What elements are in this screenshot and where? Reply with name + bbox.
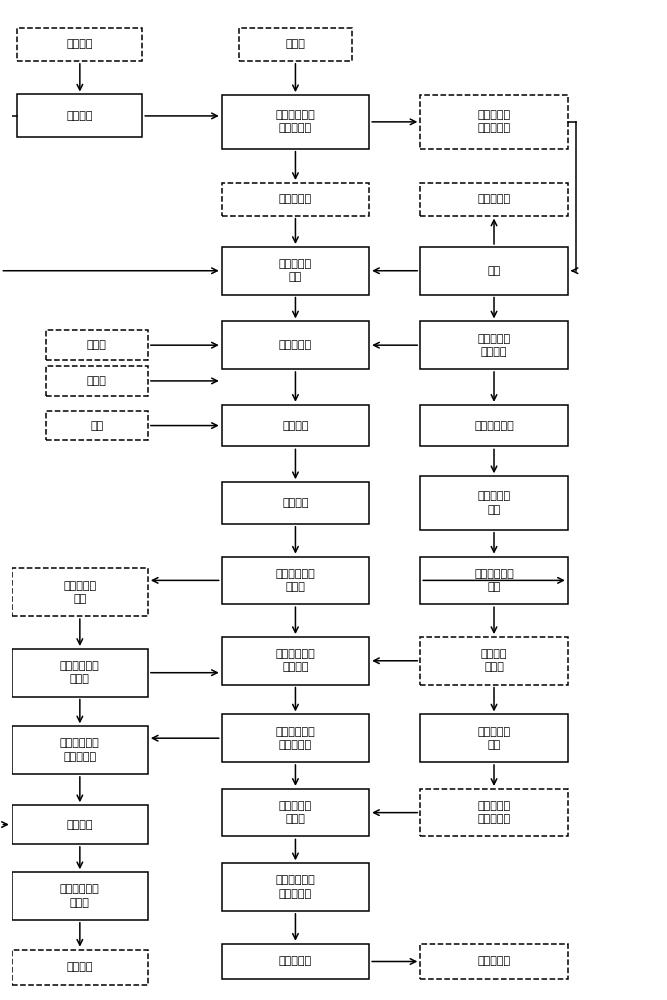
Bar [46,366,148,396]
Bar [17,28,142,61]
Bar [221,789,370,836]
Bar [17,94,142,137]
Bar [420,95,568,149]
Text: 碱浸及常压
脱硅: 碱浸及常压 脱硅 [279,259,312,282]
Text: 熟料烧结: 熟料烧结 [282,421,309,431]
Text: 低硅氢氧化钠
稀溶液蒸发: 低硅氢氧化钠 稀溶液蒸发 [60,738,100,762]
Text: 水热合成硬
硅钙石: 水热合成硬 硅钙石 [279,801,312,824]
Bar [239,28,352,61]
Text: 硅灰石煅烧: 硅灰石煅烧 [279,956,312,966]
Text: 化学选矿及固
液分离洗涤: 化学选矿及固 液分离洗涤 [275,110,315,133]
Bar [221,183,370,216]
Bar [420,321,568,369]
Text: 石灰石: 石灰石 [87,340,107,350]
Text: 含硅铝酸钠
溶液: 含硅铝酸钠 溶液 [63,581,97,604]
Text: 选矿溶剂: 选矿溶剂 [67,111,93,121]
Text: 氢氧化钠: 氢氧化钠 [67,39,93,49]
Text: 硅酸钠溶液
精制: 硅酸钠溶液 精制 [478,727,510,750]
Bar [221,247,370,295]
Bar [420,557,568,604]
Text: 硅酸二钙分离
及洗涤: 硅酸二钙分离 及洗涤 [275,569,315,592]
Bar [221,944,370,979]
Bar [420,944,568,979]
Text: 无烟煤: 无烟煤 [87,376,107,386]
Text: 产品硅灰石: 产品硅灰石 [478,956,510,966]
Text: 铝酸钠分解
溶液蒸发: 铝酸钠分解 溶液蒸发 [478,334,510,357]
Text: 铝酸钠溶液
精制: 铝酸钠溶液 精制 [478,491,510,515]
Bar [221,557,370,604]
Text: 硅酸钠精液
（硅精液）: 硅酸钠精液 （硅精液） [478,801,510,824]
Bar [12,805,148,844]
Bar [46,411,148,440]
Text: 沸石分离洗涤
及烘干: 沸石分离洗涤 及烘干 [60,884,100,908]
Text: 生料浆制备: 生料浆制备 [279,340,312,350]
Text: 产品沸石: 产品沸石 [67,962,93,972]
Text: 焙烧: 焙烧 [488,266,501,276]
Bar [12,950,148,985]
Bar [221,714,370,762]
Text: 产品氧化铝: 产品氧化铝 [478,194,510,204]
Text: 氢氧化铝分解: 氢氧化铝分解 [474,421,514,431]
Text: 沸石合成: 沸石合成 [67,820,93,830]
Bar [12,872,148,920]
Bar [12,726,148,774]
Bar [221,482,370,524]
Text: 含硅铝酸钠溶
液精制: 含硅铝酸钠溶 液精制 [60,661,100,684]
Text: 硬硅钙石分离
洗涤及烘干: 硬硅钙石分离 洗涤及烘干 [275,875,315,899]
Text: 烟煤: 烟煤 [90,421,103,431]
Bar [221,405,370,446]
Bar [221,95,370,149]
Bar [420,637,568,685]
Bar [221,321,370,369]
Bar [46,330,148,360]
Text: 硅酸二钙
洗涤料: 硅酸二钙 洗涤料 [481,649,508,672]
Bar [221,637,370,685]
Bar [221,863,370,911]
Bar [420,789,568,836]
Text: 水热合成硅钙
石前驱体: 水热合成硅钙 石前驱体 [275,649,315,672]
Bar [12,649,148,697]
Text: 硅酸钠粗液
（硅粗液）: 硅酸钠粗液 （硅粗液） [478,110,510,133]
Bar [420,714,568,762]
Text: 硬硅钙石前驱
体分离洗涤: 硬硅钙石前驱 体分离洗涤 [275,727,315,750]
Bar [420,247,568,295]
Bar [420,476,568,530]
Text: 熟料溶出: 熟料溶出 [282,498,309,508]
Text: 碱浸渣分离及
洗涤: 碱浸渣分离及 洗涤 [474,569,514,592]
Bar [420,183,568,216]
Text: 粉煤灰精矿: 粉煤灰精矿 [279,194,312,204]
Text: 粉煤灰: 粉煤灰 [285,39,305,49]
Bar [420,405,568,446]
Bar [12,568,148,616]
